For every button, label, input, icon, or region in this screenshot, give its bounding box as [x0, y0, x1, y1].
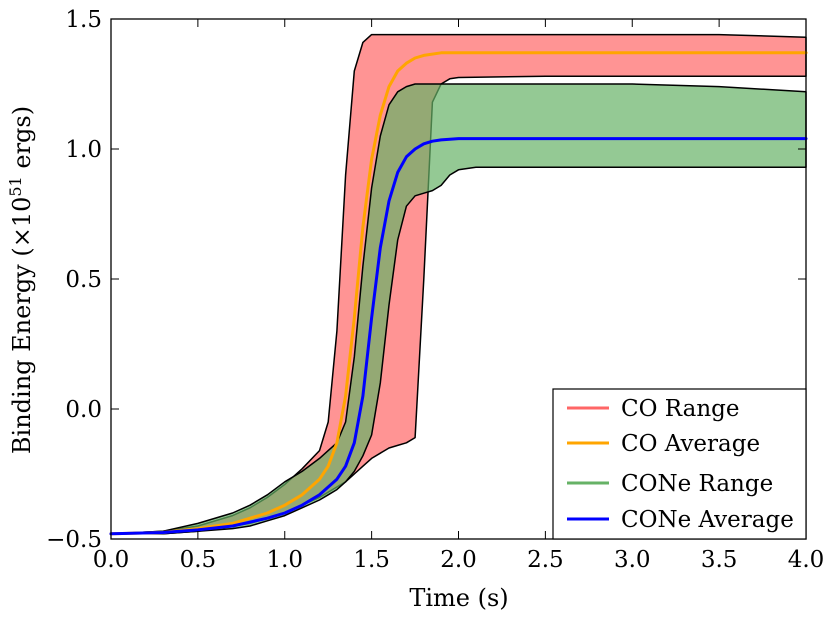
line-co-average	[109, 51, 808, 536]
y-axis-label: Binding Energy (×1051 ergs)	[6, 106, 36, 454]
x-tick-label: 2.5	[527, 547, 564, 573]
x-tick-label: 0.0	[93, 547, 130, 573]
legend-label-co-average: CO Average	[621, 431, 760, 457]
line-cone-average	[109, 137, 808, 536]
x-tick-label: 1.0	[266, 547, 303, 573]
x-tick-label: 4.0	[788, 547, 825, 573]
x-axis-label: Time (s)	[409, 584, 508, 612]
y-tick-label: 1.5	[65, 7, 102, 33]
axis-ticks: 0.0 0.5 1.0 1.5 2.0 2.5 3.0 3.5 4.0−0.50.00.51.0…	[46, 7, 824, 573]
legend: CO Range CO Average CONe Range CONe Aver…	[552, 388, 807, 540]
legend-label-cone-range: CONe Range	[621, 471, 773, 497]
x-tick-label: 3.0	[614, 547, 651, 573]
x-tick-label: 0.5	[180, 547, 217, 573]
y-tick-label: 0.0	[65, 397, 102, 423]
y-axis-label-exponent: 51	[6, 176, 25, 196]
x-tick-label: 3.5	[701, 547, 738, 573]
y-tick-label: 0.5	[65, 267, 102, 293]
y-axis-label-text: Binding Energy (×10	[8, 197, 36, 454]
x-tick-label: 2.0	[440, 547, 477, 573]
x-tick-label: 1.5	[353, 547, 390, 573]
y-tick-label: 1.0	[65, 137, 102, 163]
y-axis-label-unit: ergs)	[8, 106, 36, 176]
legend-label-cone-average: CONe Average	[621, 507, 794, 533]
legend-box	[552, 388, 807, 540]
y-tick-label: −0.5	[46, 527, 102, 553]
legend-label-co-range: CO Range	[621, 396, 739, 422]
